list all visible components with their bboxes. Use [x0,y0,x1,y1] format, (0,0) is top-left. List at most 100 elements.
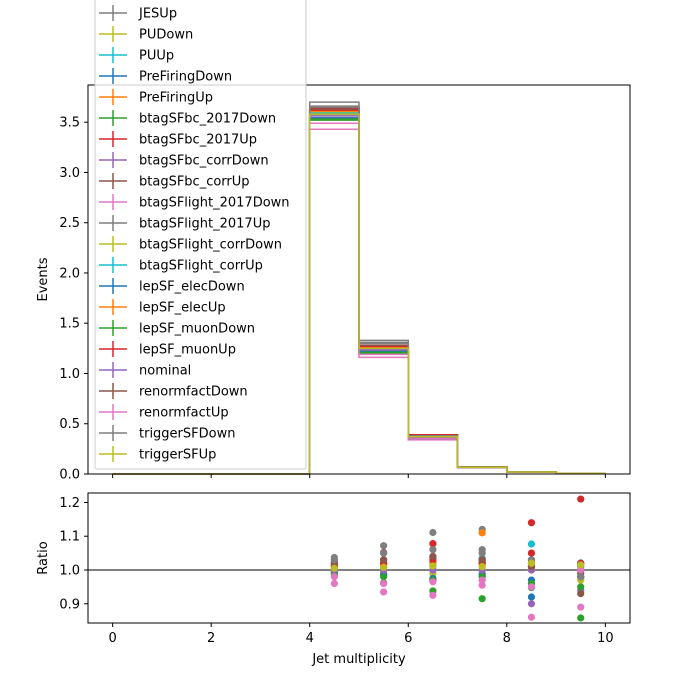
ratio-point-renormfactDown [429,552,437,561]
legend-entry-triggerSFDown: triggerSFDown [99,425,235,442]
legend-entry-lepSF_muonDown: lepSF_muonDown [99,320,255,337]
ratio-y-tick-label: 1.0 [59,563,80,578]
legend-entry-lepSF_elecDown: lepSF_elecDown [99,278,245,295]
ratio-point-triggerSFDown [429,546,437,554]
legend-label: PreFiringUp [139,91,213,106]
legend-entry-lepSF_elecUp: lepSF_elecUp [99,299,226,316]
legend-entry-btagSFbc_corrUp: btagSFbc_corrUp [99,173,250,190]
events-y-tick-label: 1.0 [59,367,80,382]
ratio-point-PUUp [527,540,536,548]
legend-label: JESUp [138,7,177,22]
legend-entry-PUUp: PUUp [99,47,174,64]
events-axis-ticks: 0.0 0.5 1.0 1.5 2.0 2.5 3.0 3.5 [59,116,606,483]
ratio-y-tick-label: 1.2 [59,496,80,511]
x-tick-label: 6 [404,631,412,646]
ratio-point-PreFiringDown [527,593,536,601]
legend-items: JESUp PUDown PUUp PreFiringDown PreFiringUp b… [99,5,290,463]
ratio-point-lepSF_muonDown [380,573,388,581]
legend-label: lepSF_elecUp [139,301,226,316]
ratio-point-btagSFbc_2017Up [577,495,585,503]
ratio-point-renormfactUp [478,576,486,584]
legend: JESUp PUDown PUUp PreFiringDown PreFiringUp b… [94,0,307,470]
ratio-y-tick-label: 1.1 [59,530,80,545]
legend-label: lepSF_muonUp [139,343,236,358]
legend-entry-PreFiringUp: PreFiringUp [99,89,213,106]
ratio-points [330,495,585,622]
ratio-panel: 0.9 1.0 1.1 1.2 0 2 4 6 8 10 Ratio Jet multiplici… [36,492,631,667]
events-y-tick-label: 2.0 [59,266,80,281]
ratio-point-triggerSFDown [478,549,486,557]
ratio-point-renormfactUp [429,578,437,586]
legend-label: btagSFlight_2017Down [139,196,290,211]
legend-label: triggerSFDown [139,427,235,442]
ratio-y-tick-label: 0.9 [59,597,80,612]
ratio-point-btagSFlight_2017Down [527,613,536,621]
ratio-point-triggerSFDown [380,549,388,557]
legend-box [94,0,307,470]
legend-label: nominal [139,364,191,379]
ratio-point-btagSFbc_corrDown [527,600,536,608]
ratio-point-renormfactDown [380,556,388,564]
ratio-point-triggerSFUp [330,564,338,572]
ratio-point-triggerSFUp [478,563,486,571]
legend-entry-triggerSFUp: triggerSFUp [99,446,216,463]
ratio-point-renormfactUp [527,583,536,591]
ratio-point-lepSF_muonDown [577,583,585,591]
ratio-point-btagSFlight_2017Down [478,581,486,589]
legend-entry-lepSF_muonUp: lepSF_muonUp [99,341,236,358]
ratio-point-btagSFbc_2017Down [478,595,486,603]
ratio-point-btagSFlight_2017Down [429,591,437,599]
ratio-point-btagSFbc_corrUp [577,590,585,598]
ratio-point-triggerSFUp [380,563,388,571]
legend-label: btagSFbc_corrDown [139,154,269,169]
legend-label: lepSF_muonDown [139,322,255,337]
legend-label: btagSFbc_corrUp [139,175,250,190]
ratio-point-triggerSFDown [577,573,585,581]
legend-entry-renormfactUp: renormfactUp [99,404,229,421]
ratio-point-renormfactDown [478,556,486,564]
legend-label: triggerSFUp [139,448,216,463]
events-y-tick-label: 1.5 [59,317,80,332]
legend-entry-btagSFlight_2017Down: btagSFlight_2017Down [99,194,290,211]
legend-label: renormfactDown [139,385,248,400]
events-y-tick-label: 3.0 [59,166,80,181]
legend-entry-nominal: nominal [99,362,191,379]
ratio-point-btagSFlight_2017Down [380,588,388,596]
legend-label: renormfactUp [139,406,229,421]
legend-label: btagSFlight_corrUp [139,259,263,274]
legend-entry-renormfactDown: renormfactDown [99,383,248,400]
events-y-tick-label: 0.0 [59,468,80,483]
ratio-point-btagSFlight_2017Down [577,603,585,611]
legend-label: btagSFbc_2017Down [139,112,276,127]
ratio-panel-frame [87,492,631,624]
legend-entry-btagSFlight_2017Up: btagSFlight_2017Up [99,215,270,232]
ratio-point-JESUp [380,542,388,550]
x-tick-label: 8 [503,631,511,646]
legend-label: PreFiringDown [139,70,232,85]
ratio-point-triggerSFUp [527,559,536,567]
legend-entry-btagSFbc_2017Up: btagSFbc_2017Up [99,131,257,148]
events-y-tick-label: 2.5 [59,216,80,231]
legend-label: PUUp [139,49,174,64]
legend-entry-btagSFbc_2017Down: btagSFbc_2017Down [99,110,276,127]
ratio-point-btagSFbc_2017Up [527,519,536,527]
ratio-point-renormfactUp [380,579,388,588]
legend-label: btagSFlight_2017Up [139,217,270,232]
legend-label: PUDown [139,28,193,43]
ratio-point-btagSFlight_2017Down [330,579,338,588]
events-panel: 0.0 0.5 1.0 1.5 2.0 2.5 3.0 3.5 Events [36,84,631,483]
ratio-point-JESUp [429,528,437,537]
legend-entry-PreFiringDown: PreFiringDown [99,68,232,85]
ratio-point-lepSF_muonUp [527,549,536,557]
legend-entry-PUDown: PUDown [99,26,193,43]
x-tick-label: 0 [108,631,116,646]
legend-entry-JESUp: JESUp [99,5,177,22]
x-axis-label: Jet multiplicity [311,652,406,667]
ratio-point-triggerSFUp [429,562,437,570]
ratio-point-btagSFbc_2017Up [429,540,437,548]
ratio-axis-ticks: 0.9 1.0 1.1 1.2 0 2 4 6 8 10 [59,496,613,646]
events-y-tick-label: 0.5 [59,417,80,432]
legend-label: lepSF_elecDown [139,280,245,295]
legend-entry-btagSFlight_corrDown: btagSFlight_corrDown [99,236,282,253]
